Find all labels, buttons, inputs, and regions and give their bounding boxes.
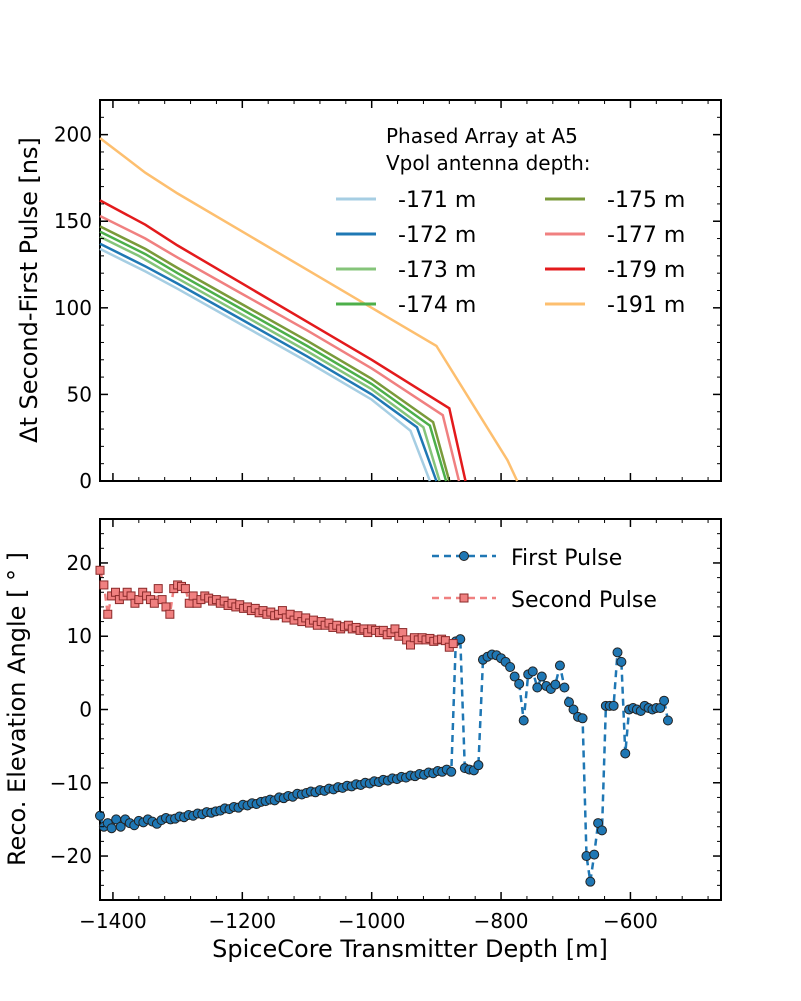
legend-title-line-2: Vpol antenna depth: <box>386 151 591 175</box>
second-pulse-point <box>103 609 113 619</box>
second-pulse-point <box>180 584 190 594</box>
first-pulse-point <box>509 671 520 682</box>
xtick-label: −1000 <box>338 909 406 933</box>
first-pulse-point <box>568 704 579 715</box>
first-pulse-point <box>577 713 588 724</box>
first-pulse-point <box>612 647 623 658</box>
first-pulse-point <box>95 810 105 821</box>
series-line-179m <box>99 199 467 482</box>
legend-label: -191 m <box>607 293 685 318</box>
second-pulse-point <box>448 639 458 649</box>
bottom-panel: −20 −10 0 10 20 −1400 −1200 −1000 −800 −600 Reco… <box>3 518 722 963</box>
top-ytick-label: 0 <box>79 469 92 493</box>
second-pulse-point <box>126 591 136 601</box>
bottom-legend: First Pulse Second Pulse <box>432 546 657 613</box>
first-pulse-point <box>608 700 619 711</box>
bottom-legend-marker <box>459 593 469 603</box>
legend-label: -175 m <box>607 188 685 213</box>
first-pulse-point <box>559 682 570 693</box>
second-pulse-point <box>95 565 105 575</box>
first-pulse-point <box>563 697 574 708</box>
xtick-label: −800 <box>474 909 529 933</box>
bottom-ytick-label: 0 <box>79 698 92 722</box>
first-pulse-point <box>473 760 484 771</box>
series-line-191m <box>99 137 519 482</box>
first-pulse-point <box>662 715 673 726</box>
series-line-first-pulse <box>98 637 670 882</box>
series-line-177m <box>99 214 461 482</box>
series-line-175m <box>99 225 451 482</box>
first-pulse-point <box>518 715 529 726</box>
first-pulse-point <box>616 656 627 667</box>
second-pulse-point <box>99 580 109 590</box>
first-pulse-point <box>106 823 117 834</box>
bottom-ytick-label: 20 <box>67 551 92 575</box>
first-pulse-point <box>659 695 670 706</box>
legend-label: -173 m <box>398 258 476 283</box>
series-line-174m <box>99 230 448 482</box>
top-ytick-label: 50 <box>67 382 92 406</box>
second-pulse-point <box>188 591 198 601</box>
first-pulse-point <box>514 678 525 689</box>
first-pulse-point <box>589 849 600 860</box>
legend-label: -179 m <box>607 258 685 283</box>
bottom-series-group <box>95 565 673 887</box>
bottom-ytick-label: −20 <box>50 844 92 868</box>
bottom-legend-label: First Pulse <box>511 546 622 571</box>
second-pulse-point <box>134 595 144 605</box>
bottom-legend-marker <box>459 551 469 561</box>
first-pulse-point <box>596 825 607 836</box>
second-pulse-point <box>161 602 171 612</box>
top-ytick-label: 100 <box>54 296 92 320</box>
series-line-173m <box>99 235 441 482</box>
legend-title-line-1: Phased Array at A5 <box>386 124 578 148</box>
top-legend: Phased Array at A5 Vpol antenna depth: -… <box>336 124 685 318</box>
first-pulse-point <box>620 748 631 759</box>
legend-label: -172 m <box>398 223 476 248</box>
xtick-label: −1400 <box>79 909 147 933</box>
first-pulse-point <box>505 662 516 673</box>
bottom-y-ticks: −20 −10 0 10 20 <box>50 533 721 886</box>
second-pulse-point <box>184 598 194 608</box>
second-pulse-point <box>149 598 159 608</box>
first-pulse-point <box>527 666 538 677</box>
second-pulse-point <box>153 584 163 594</box>
second-pulse-point <box>157 595 167 605</box>
second-pulse-point <box>277 606 287 616</box>
top-ytick-label: 150 <box>54 209 92 233</box>
second-pulse-point <box>398 628 408 638</box>
xtick-label: −600 <box>603 909 658 933</box>
top-ytick-label: 200 <box>54 123 92 147</box>
first-pulse-point <box>550 679 561 690</box>
first-pulse-point <box>536 671 547 682</box>
bottom-y-axis-label: Reco. Elevation Angle [ ° ] <box>3 552 31 866</box>
bottom-ytick-label: 10 <box>67 624 92 648</box>
second-pulse-point <box>165 609 175 619</box>
top-y-ticks: 0 50 100 150 200 <box>54 116 721 493</box>
xtick-label: −1200 <box>208 909 276 933</box>
series-line-172m <box>99 242 438 482</box>
series-line-171m <box>99 247 432 482</box>
top-x-ticks <box>112 100 709 481</box>
second-pulse-point <box>406 640 415 650</box>
top-series-group <box>99 137 519 482</box>
first-pulse-point <box>532 682 543 693</box>
x-axis-label: SpiceCore Transmitter Depth [m] <box>212 935 608 963</box>
top-y-axis-label: Δt Second-First Pulse [ns] <box>15 137 43 443</box>
first-pulse-point <box>585 876 596 887</box>
bottom-ytick-label: −10 <box>50 771 92 795</box>
bottom-x-ticks: −1400 −1200 −1000 −800 −600 <box>79 519 709 933</box>
legend-label: -171 m <box>398 188 476 213</box>
second-pulse-point <box>111 587 121 597</box>
bottom-legend-label: Second Pulse <box>511 588 657 613</box>
first-pulse-point <box>115 821 126 832</box>
legend-label: -177 m <box>607 223 685 248</box>
first-pulse-point <box>446 766 457 777</box>
legend-label: -174 m <box>398 293 476 318</box>
first-pulse-point <box>554 660 565 671</box>
second-pulse-point <box>390 624 400 634</box>
